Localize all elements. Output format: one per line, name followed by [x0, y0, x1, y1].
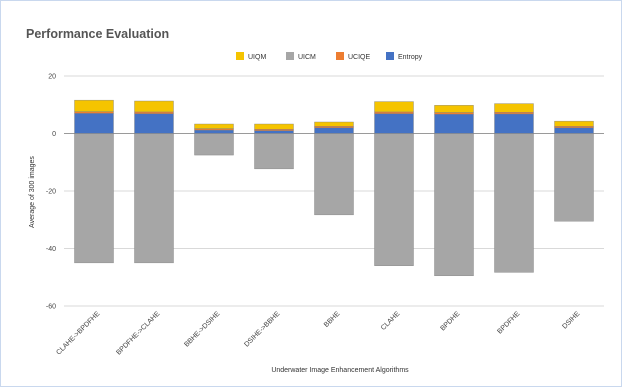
bar-uiqm: [254, 123, 294, 130]
bar-uciqe: [434, 112, 474, 115]
bar-uicm: [374, 133, 414, 266]
bar-uicm: [254, 133, 294, 170]
x-tick-label: BPDFHE->CLAHE: [115, 310, 161, 356]
bar-uciqe: [74, 111, 114, 114]
legend-swatch: [236, 52, 244, 60]
bars-group: [74, 99, 594, 277]
bar-uiqm: [74, 99, 114, 112]
bar-entropy: [254, 130, 294, 134]
bar-uicm: [134, 133, 174, 264]
bar-entropy: [194, 129, 234, 134]
x-tick-label: DSIHE: [561, 310, 581, 330]
bar-uiqm: [434, 105, 474, 113]
legend-swatch: [336, 52, 344, 60]
bar-uicm: [554, 133, 594, 222]
bar-entropy: [314, 127, 354, 134]
bar-uciqe: [374, 111, 414, 114]
y-tick-label: -60: [46, 304, 56, 311]
bar-uiqm: [134, 100, 174, 113]
x-tick-label: DSIHE->BBHE: [243, 310, 281, 348]
bar-entropy: [494, 113, 534, 134]
bar-uicm: [194, 133, 234, 156]
bar-uiqm: [554, 120, 594, 127]
y-tick-label: 20: [48, 74, 56, 81]
y-tick-labels: 20 0 -20 -40 -60: [46, 74, 56, 311]
legend-swatch: [286, 52, 294, 60]
chart-title: Performance Evaluation: [26, 27, 170, 41]
x-tick-label: BPDHE: [439, 310, 461, 332]
y-axis-title: Average of 300 images: [29, 156, 36, 228]
bar-entropy: [134, 113, 174, 134]
y-tick-label: -20: [46, 189, 56, 196]
x-tick-label: BBHE: [323, 310, 342, 329]
bar-uciqe: [134, 111, 174, 114]
bar-uiqm: [194, 123, 234, 129]
bar-entropy: [434, 114, 474, 134]
bar-uicm: [434, 133, 474, 277]
legend-swatch: [386, 52, 394, 60]
bar-uciqe: [494, 112, 534, 115]
bar-uiqm: [314, 121, 354, 127]
bar-uicm: [74, 133, 114, 264]
legend-label: UCIQE: [348, 54, 371, 61]
legend: UIQM UICM UCIQE Entropy: [236, 52, 423, 61]
bar-uciqe: [194, 128, 234, 131]
x-tick-label: BPDFHE: [496, 310, 521, 335]
bar-uciqe: [254, 128, 294, 131]
x-axis-title: Underwater Image Enhancement Algorithms: [271, 367, 409, 374]
bar-uicm: [314, 133, 354, 216]
bar-uiqm: [494, 103, 534, 113]
x-tick-label: CLAHE: [380, 310, 402, 332]
x-tick-label: BBHE->DSIHE: [183, 310, 221, 348]
bar-uciqe: [554, 126, 594, 128]
y-tick-label: 0: [52, 131, 56, 138]
legend-label: UICM: [298, 54, 316, 61]
bar-entropy: [554, 127, 594, 134]
legend-label: UIQM: [248, 54, 266, 61]
bar-entropy: [374, 113, 414, 134]
x-tick-label: CLAHE->BPDFHE: [55, 310, 101, 356]
bar-uicm: [494, 133, 534, 273]
y-tick-label: -40: [46, 246, 56, 253]
bar-uciqe: [314, 126, 354, 128]
bar-uiqm: [374, 101, 414, 113]
x-tick-labels: CLAHE->BPDFHE BPDFHE->CLAHE BBHE->DSIHE DSI…: [55, 310, 581, 356]
legend-label: Entropy: [398, 54, 423, 61]
bar-entropy: [74, 113, 114, 134]
